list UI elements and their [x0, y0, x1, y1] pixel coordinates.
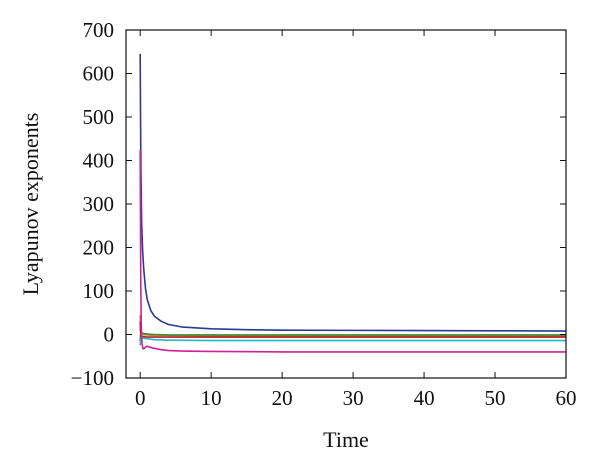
y-tick-label: 500	[83, 105, 115, 129]
y-axis-label: Lyapunov exponents	[18, 113, 43, 296]
series-line-6	[139, 149, 566, 353]
y-tick-label: 200	[83, 236, 115, 260]
x-tick-label: 30	[343, 386, 364, 410]
x-tick-label: 40	[414, 386, 435, 410]
y-tick-label: 700	[83, 18, 115, 42]
x-tick-label: 10	[201, 386, 222, 410]
x-tick-label: 0	[135, 386, 146, 410]
y-tick-label: 600	[83, 62, 115, 86]
y-tick-label: 300	[83, 192, 115, 216]
x-axis-label: Time	[323, 427, 369, 452]
y-tick-label: 400	[83, 149, 115, 173]
x-tick-label: 60	[556, 386, 577, 410]
y-tick-label: 100	[83, 279, 115, 303]
series-line-1	[139, 53, 566, 332]
x-tick-label: 20	[272, 386, 293, 410]
x-tick-label: 50	[485, 386, 506, 410]
y-tick-label: −100	[71, 366, 114, 390]
y-tick-label: 0	[104, 323, 115, 347]
plot-background	[126, 30, 566, 378]
